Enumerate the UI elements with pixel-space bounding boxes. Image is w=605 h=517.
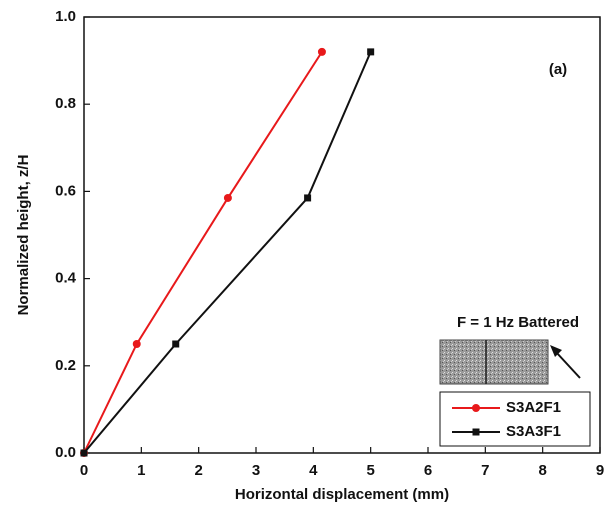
data-point <box>132 340 141 348</box>
legend-box <box>439 391 591 447</box>
data-point <box>172 340 180 348</box>
series-line <box>83 51 372 454</box>
arrow-head <box>550 345 562 357</box>
x-tick-label: 0 <box>80 462 88 479</box>
x-tick-label: 7 <box>481 462 489 479</box>
y-axis-label: Normalized height, z/H <box>15 155 32 316</box>
plot-frame <box>83 16 601 454</box>
data-point <box>317 47 326 56</box>
x-tick-label: 1 <box>137 462 145 479</box>
x-tick-label: 6 <box>424 462 432 479</box>
data-point <box>304 194 312 202</box>
y-tick-label: 0.0 <box>55 444 76 461</box>
legend-label: S3A2F1 <box>506 399 561 416</box>
y-tick-label: 0.8 <box>55 95 76 112</box>
annotation: F = 1 Hz Battered <box>457 314 579 331</box>
x-tick-label: 8 <box>538 462 546 479</box>
data-point <box>367 48 375 56</box>
y-tick-label: 0.4 <box>55 270 77 287</box>
legend-marker <box>472 428 480 436</box>
panel-label: (a) <box>549 61 567 78</box>
x-tick-label: 2 <box>194 462 202 479</box>
y-tick-label: 0.6 <box>55 182 76 199</box>
series-line <box>83 51 323 454</box>
y-tick-label: 1.0 <box>55 8 76 25</box>
data-point <box>80 449 88 457</box>
x-tick-label: 9 <box>596 462 604 479</box>
x-tick-label: 4 <box>309 462 318 479</box>
x-tick-label: 3 <box>252 462 260 479</box>
x-axis-label: Horizontal displacement (mm) <box>235 486 449 503</box>
specimen-image <box>439 339 549 385</box>
legend-marker <box>472 404 480 412</box>
data-point <box>223 193 232 202</box>
legend-label: S3A3F1 <box>506 423 561 440</box>
arrow-shaft <box>555 351 581 379</box>
y-tick-label: 0.2 <box>55 357 76 374</box>
x-tick-label: 5 <box>366 462 374 479</box>
